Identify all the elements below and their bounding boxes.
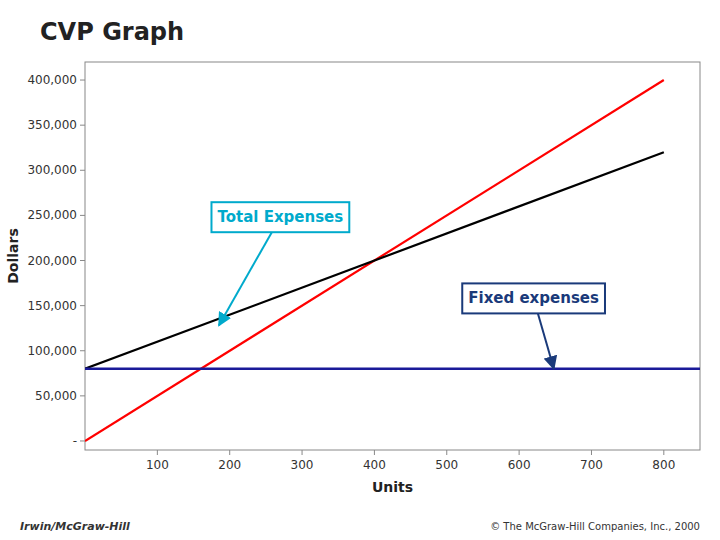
x-tick [446,450,447,455]
x-tick-label: 400 [363,458,386,472]
y-tick-label: 250,000 [27,208,77,222]
annotation: Total Expenses [211,202,349,325]
annotation-text: Fixed expenses [468,289,599,307]
x-tick [519,450,520,455]
y-tick-label: - [73,434,77,448]
y-tick [80,260,85,261]
annotation-arrow [219,232,272,325]
x-tick-label: 100 [146,458,169,472]
x-tick-label: 300 [291,458,314,472]
x-tick [663,450,664,455]
series-line [85,80,664,441]
x-tick-label: 500 [435,458,458,472]
y-tick [80,350,85,351]
annotation-box [462,283,605,313]
y-axis: - 50,000 100,000 150,000 200,000 250,000 300,0… [27,73,85,448]
annotation-text: Total Expenses [217,208,343,226]
annotations: Total Expenses Fixed expenses [211,202,605,369]
x-tick-label: 200 [218,458,241,472]
title: CVP Graph [40,18,184,46]
x-tick-label: 600 [508,458,531,472]
x-axis-label: Units [372,479,413,495]
annotation-arrow [538,313,554,368]
x-axis: 100 200 300 400 500 600 700 800 [146,450,675,472]
y-tick [80,125,85,126]
y-tick-label: 400,000 [27,73,77,87]
plot-frame [85,62,700,450]
series-line [85,152,664,369]
y-tick [80,170,85,171]
x-tick [374,450,375,455]
y-axis-label: Dollars [5,228,21,284]
x-tick-label: 800 [652,458,675,472]
footer: Irwin/McGraw-Hill [20,520,130,533]
y-tick-label: 100,000 [27,344,77,358]
horizontal-line [85,368,700,371]
x-tick [157,450,158,455]
x-tick [591,450,592,455]
y-tick [80,440,85,441]
chart: CVP Graph 100 200 300 400 500 600 700 800 - 50,000… [0,0,720,540]
y-tick [80,80,85,81]
y-tick [80,305,85,306]
x-tick [229,450,230,455]
series-group [85,80,700,441]
annotation-box [211,202,349,232]
y-tick [80,395,85,396]
annotation: Fixed expenses [462,283,605,368]
x-tick [302,450,303,455]
x-tick-label: 700 [580,458,603,472]
y-tick-label: 150,000 [27,299,77,313]
y-tick-label: 350,000 [27,118,77,132]
footer: © The McGraw-Hill Companies, Inc., 2000 [490,521,700,532]
y-tick-label: 200,000 [27,254,77,268]
y-tick-label: 300,000 [27,163,77,177]
y-tick [80,215,85,216]
y-tick-label: 50,000 [35,389,77,403]
